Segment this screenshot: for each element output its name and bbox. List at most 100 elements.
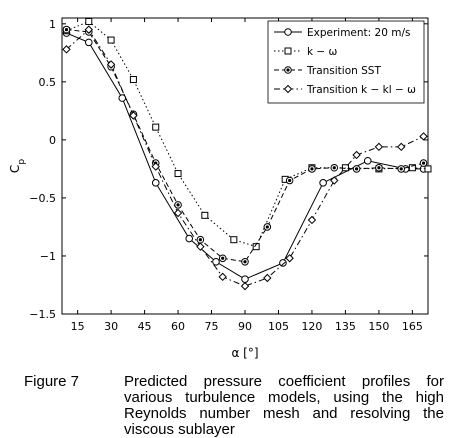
data-point-circle-dot	[397, 165, 406, 173]
marker-center	[354, 167, 359, 171]
data-point-circle-dot	[241, 257, 249, 266]
data-point-square	[129, 76, 137, 84]
data-point-diamond	[173, 208, 183, 218]
data-point-circle	[118, 94, 127, 102]
x-tick-label: 165	[402, 320, 423, 333]
data-point-square	[424, 165, 432, 173]
series-line	[66, 20, 429, 248]
series-4	[62, 25, 428, 291]
y-tick-label: 0	[49, 134, 56, 147]
data-point-circle	[241, 275, 249, 283]
series-layer	[62, 17, 432, 291]
data-point-circle	[319, 179, 327, 187]
data-point-square	[174, 170, 182, 178]
marker-center	[377, 166, 381, 170]
data-point-diamond	[352, 150, 361, 160]
data-point-circle-dot	[218, 254, 227, 263]
legend-entry: Transition SST	[274, 65, 381, 77]
data-point-circle	[284, 28, 292, 36]
data-point-diamond	[84, 25, 93, 34]
data-point-circle-dot	[285, 176, 294, 185]
marker-center	[286, 68, 290, 72]
pressure-coefficient-chart: 15 30 45 60 75 90 105 120 135 150 165 1 0.5 0 −0.5 −1 −1…	[8, 17, 432, 360]
x-tick-label: 150	[368, 320, 389, 333]
legend-box	[267, 20, 425, 104]
marker-center	[243, 260, 247, 264]
marker-center	[221, 256, 225, 260]
data-point-circle-dot	[352, 165, 361, 173]
legend-entry: Experiment: 20 m/s	[274, 27, 410, 39]
legend-entry: k − ω	[274, 46, 338, 58]
data-point-circle-dot	[263, 223, 272, 231]
data-point-diamond	[106, 60, 116, 69]
y-tick-label: −1	[40, 250, 56, 263]
data-point-diamond	[62, 45, 71, 54]
series-line	[66, 28, 424, 287]
caption-text: Predicted pressure coefficient profiles …	[124, 373, 444, 438]
y-axis-label: Cp	[8, 159, 27, 173]
legend-label: Transition k − kl − ω	[306, 84, 416, 96]
x-tick-label: 90	[238, 320, 252, 333]
y-tick-label: −1.5	[29, 308, 56, 321]
x-axis-label: α [°]	[231, 346, 258, 360]
data-point-diamond	[151, 162, 160, 171]
data-point-circle	[279, 259, 287, 267]
data-point-diamond	[218, 272, 227, 282]
data-point-circle-dot	[174, 201, 182, 209]
data-point-diamond	[196, 242, 205, 251]
data-point-diamond	[263, 273, 272, 283]
legend-label: Transition SST	[306, 65, 381, 77]
data-point-circle-dot	[284, 66, 292, 74]
series-1	[62, 29, 428, 283]
data-point-circle-dot	[62, 25, 71, 34]
data-point-diamond	[129, 111, 138, 120]
data-point-circle	[363, 156, 372, 165]
data-point-circle	[84, 38, 93, 47]
data-point-diamond	[419, 132, 428, 141]
data-point-diamond	[285, 254, 294, 263]
marker-center	[332, 166, 336, 170]
marker-center	[288, 178, 292, 183]
x-tick-label: 105	[268, 320, 289, 333]
legend: Experiment: 20 m/s k − ω Transition SST Tra…	[267, 20, 425, 104]
data-point-circle-dot	[308, 165, 316, 173]
data-point-circle	[151, 179, 160, 187]
y-tick-label: 1	[49, 18, 56, 31]
data-point-square	[284, 47, 292, 55]
data-point-diamond	[240, 281, 250, 291]
data-point-square	[85, 17, 93, 25]
data-point-circle-dot	[375, 163, 383, 172]
data-point-circle	[185, 234, 194, 243]
data-point-diamond	[374, 142, 384, 152]
figure-label: Figure 7	[24, 373, 80, 390]
legend-entry: Transition k − kl − ω	[274, 84, 416, 96]
marker-center	[265, 225, 269, 229]
data-point-diamond	[330, 176, 339, 185]
x-tick-label: 15	[71, 320, 85, 333]
data-point-square	[152, 123, 160, 131]
y-tick-label: −0.5	[29, 192, 56, 205]
data-point-square	[408, 164, 416, 172]
x-tick-label: 75	[205, 320, 219, 333]
data-point-circle-dot	[419, 159, 428, 167]
data-point-circle-dot	[196, 235, 205, 244]
axis-ticks: 15 30 45 60 75 90 105 120 135 150 165 1 0.5 0 −0.5 −1 −1…	[29, 18, 428, 333]
marker-center	[399, 167, 403, 171]
marker-center	[421, 161, 426, 165]
data-point-square	[230, 236, 238, 244]
data-point-diamond	[397, 142, 406, 152]
legend-label: Experiment: 20 m/s	[307, 27, 410, 39]
data-point-diamond	[283, 84, 293, 94]
series-line	[66, 32, 424, 280]
legend-label: k − ω	[307, 46, 338, 58]
marker-center	[198, 238, 202, 242]
marker-center	[176, 203, 180, 207]
data-point-square	[201, 211, 209, 219]
x-tick-label: 135	[335, 320, 356, 333]
data-point-square	[107, 36, 115, 44]
data-point-circle-dot	[330, 163, 339, 172]
marker-center	[310, 167, 314, 171]
marker-center	[64, 28, 69, 32]
x-tick-label: 30	[104, 320, 118, 333]
data-point-circle	[212, 257, 220, 266]
